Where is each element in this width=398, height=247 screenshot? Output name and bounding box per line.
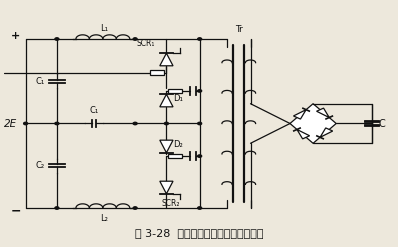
Text: C₁: C₁	[36, 77, 45, 86]
Text: C: C	[378, 119, 385, 128]
Text: 2E: 2E	[4, 119, 17, 128]
Text: Tr: Tr	[235, 25, 243, 34]
Circle shape	[198, 155, 202, 157]
Bar	[150, 70, 164, 75]
Circle shape	[164, 122, 168, 125]
Text: SCR₁: SCR₁	[137, 39, 155, 48]
Circle shape	[198, 90, 202, 92]
Circle shape	[55, 122, 59, 125]
Circle shape	[23, 122, 27, 125]
Circle shape	[198, 207, 202, 209]
Circle shape	[198, 122, 202, 125]
Text: D₂: D₂	[173, 140, 183, 148]
Circle shape	[133, 207, 137, 209]
Polygon shape	[160, 53, 173, 66]
Circle shape	[133, 38, 137, 40]
Text: +: +	[11, 31, 20, 41]
Polygon shape	[160, 140, 173, 153]
Text: −: −	[11, 205, 21, 217]
Text: L₂: L₂	[100, 214, 108, 223]
Text: L₁: L₁	[100, 24, 108, 33]
Polygon shape	[320, 128, 333, 137]
Polygon shape	[297, 129, 310, 139]
Circle shape	[55, 207, 59, 209]
Circle shape	[198, 38, 202, 40]
Polygon shape	[160, 94, 173, 107]
Polygon shape	[316, 108, 329, 118]
Bar	[168, 154, 182, 158]
Text: D₁: D₁	[173, 94, 183, 103]
Circle shape	[133, 122, 137, 125]
Circle shape	[55, 38, 59, 40]
Text: SCR₂: SCR₂	[161, 199, 179, 208]
Polygon shape	[293, 110, 306, 119]
Text: C₁: C₁	[90, 106, 99, 115]
Bar	[168, 89, 182, 93]
Text: C₂: C₂	[36, 161, 45, 170]
Polygon shape	[290, 104, 336, 143]
Polygon shape	[160, 181, 173, 194]
Text: 图 3-28  半桥串联谐振式晶闸管逆变器: 图 3-28 半桥串联谐振式晶闸管逆变器	[135, 228, 264, 238]
